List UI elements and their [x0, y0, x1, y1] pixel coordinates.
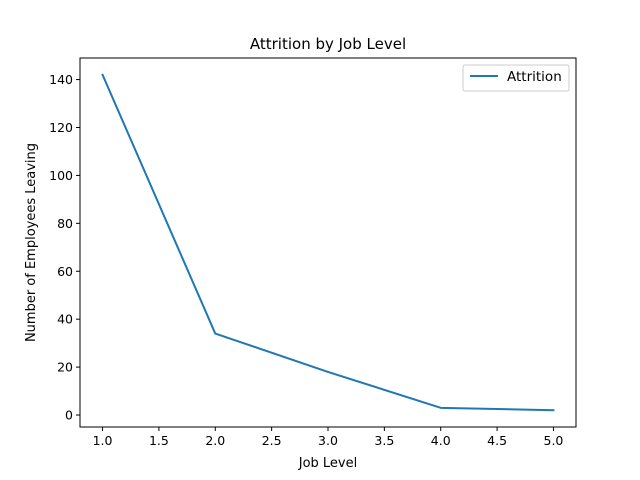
y-tick-label: 0	[65, 408, 73, 423]
legend-box	[462, 64, 570, 92]
x-tick-label: 2.5	[262, 433, 282, 448]
series-line-attrition	[101, 73, 555, 412]
x-tick-label: 2.0	[205, 433, 225, 448]
x-tick-label: 1.5	[149, 433, 169, 448]
x-axis-title: Job Level	[298, 456, 358, 471]
y-tick-label: 60	[57, 264, 73, 279]
x-tick-label: 3.5	[374, 433, 394, 448]
y-axis-title: Number of Employees Leaving	[24, 143, 39, 342]
y-tick-label: 100	[49, 168, 73, 183]
x-tick-label: 3.0	[318, 433, 338, 448]
y-tick-label: 140	[49, 72, 73, 87]
x-tick-label: 5.0	[544, 433, 564, 448]
x-tick-label: 4.5	[487, 433, 507, 448]
y-tick-label: 20	[57, 360, 73, 375]
y-tick-label: 80	[57, 216, 73, 231]
y-tick-label: 40	[57, 312, 73, 327]
plot-frame	[79, 57, 577, 428]
legend-label-attrition: Attrition	[507, 69, 562, 85]
y-tick-label: 120	[49, 120, 73, 135]
x-tick-label: 1.0	[93, 433, 113, 448]
legend: Attrition	[462, 64, 570, 92]
chart-title: Attrition by Job Level	[250, 35, 406, 53]
x-tick-label: 4.0	[431, 433, 451, 448]
